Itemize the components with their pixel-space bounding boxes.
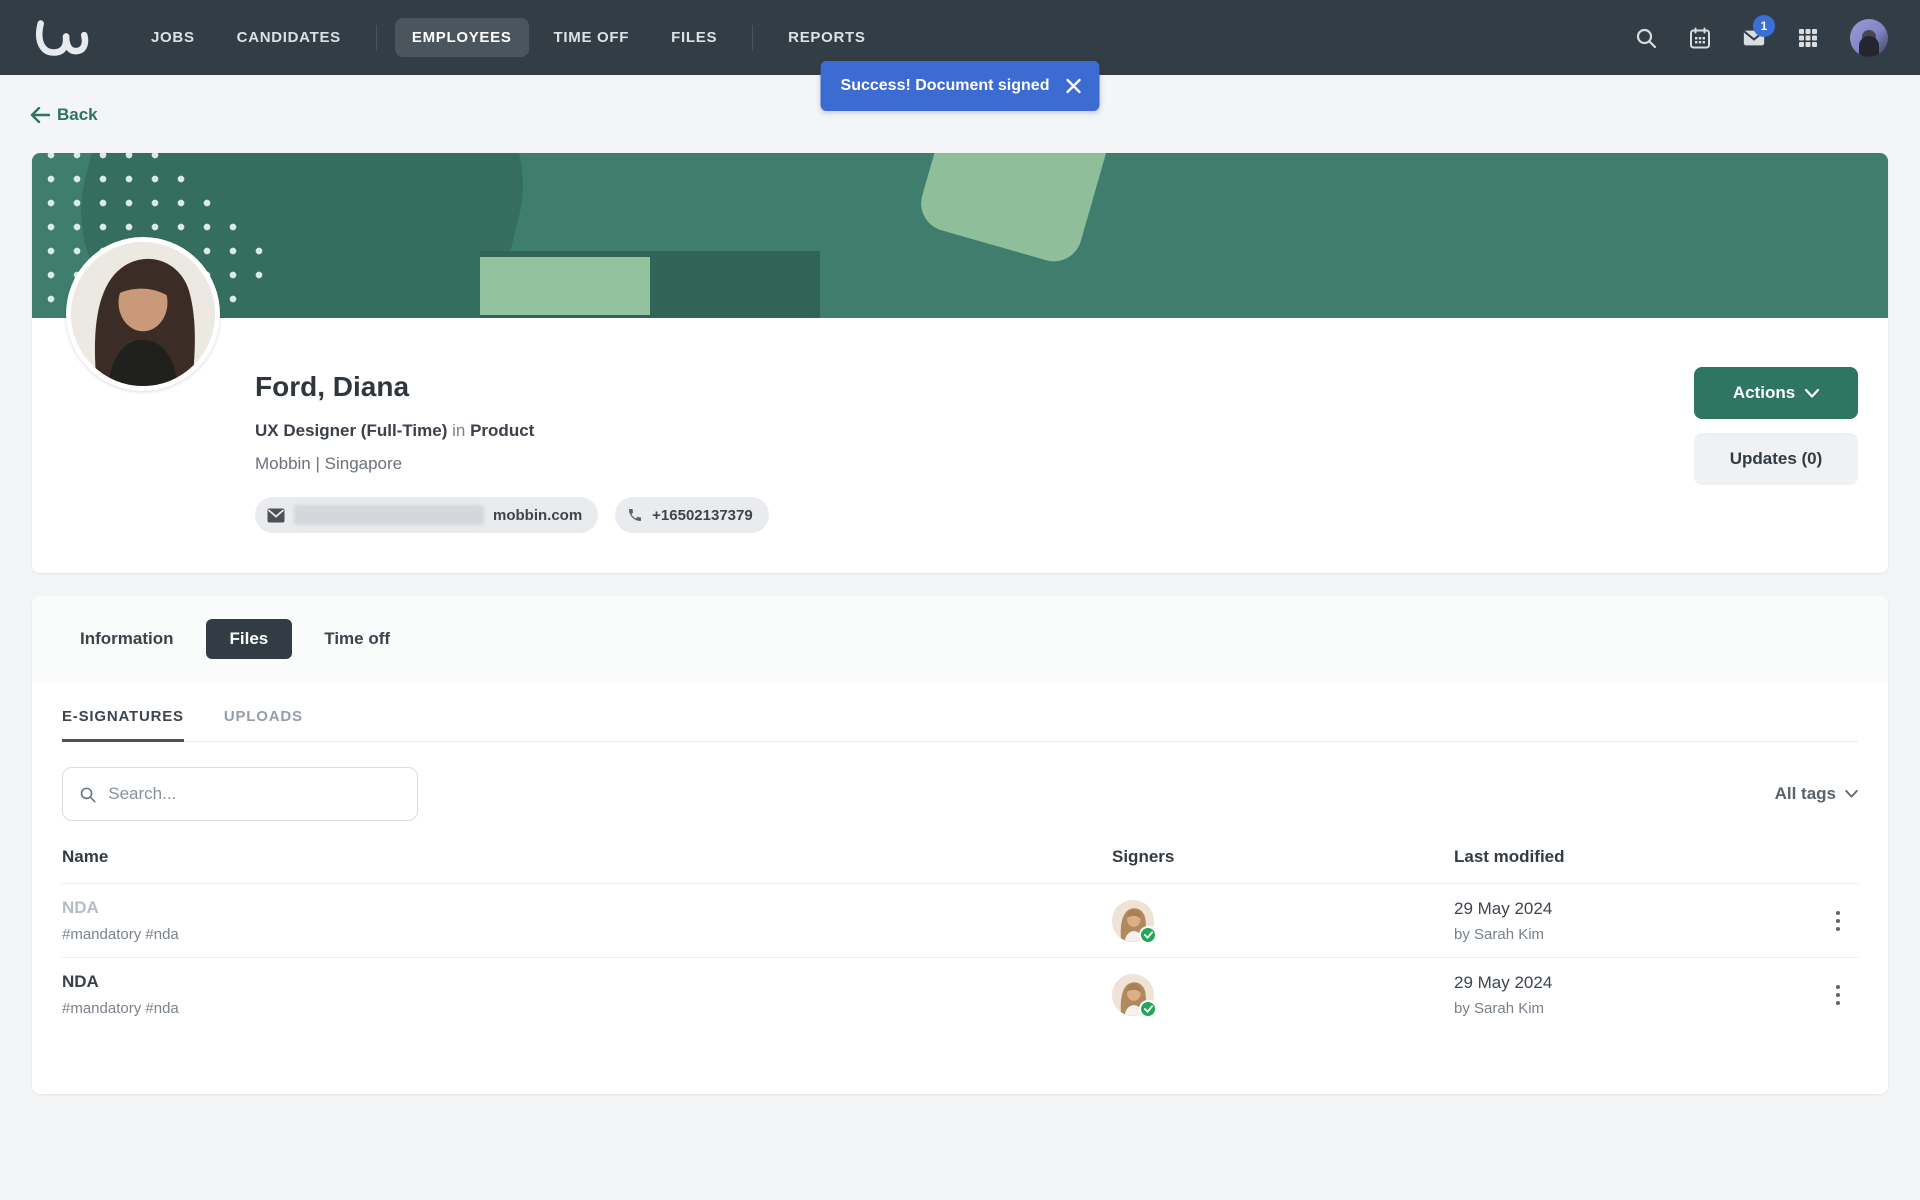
company-location: Mobbin | Singapore [255,454,403,473]
profile-card: Ford, Diana UX Designer (Full-Time) in P… [32,153,1888,573]
signer-avatar [1112,973,1157,1018]
actions-label: Actions [1732,383,1796,402]
modified-date: 29 May 2024 [1454,898,1553,918]
tab-time-off[interactable]: Time off [324,629,391,648]
signed-check-icon [1139,999,1157,1018]
apps-grid-icon[interactable] [1796,26,1820,50]
close-icon[interactable] [1065,78,1081,94]
signers-cell [1112,973,1454,1018]
profile-summary: Ford, Diana UX Designer (Full-Time) in P… [255,371,769,533]
back-link[interactable]: Back [30,105,98,125]
email-domain: mobbin.com [493,506,583,524]
filter-row: All tags [62,767,1858,821]
chevron-down-icon [1845,790,1858,798]
tab-information[interactable]: Information [80,629,174,648]
role-title: UX Designer (Full-Time) [255,421,448,440]
nav-item-files[interactable]: FILES [671,29,718,46]
nav-item-employees[interactable]: EMPLOYEES [394,18,529,57]
modified-date: 29 May 2024 [1454,972,1553,992]
document-cell: NDA #mandatory #nda [62,898,1112,943]
nav-utilities: 1 [1634,14,1888,57]
tags-filter-label: All tags [1774,784,1836,803]
signed-check-icon [1139,925,1157,944]
modified-by: by Sarah Kim [1454,999,1545,1017]
mail-icon[interactable]: 1 [1742,14,1775,50]
search-icon[interactable] [1634,26,1658,50]
column-name: Name [62,847,109,866]
tags-filter-dropdown[interactable]: All tags [1775,784,1858,804]
arrow-left-icon [30,107,50,123]
chevron-down-icon [1805,388,1820,398]
row-menu-kebab-icon[interactable] [1818,979,1858,1011]
document-tags: #mandatory #nda [62,926,179,943]
profile-banner [32,153,1888,318]
phone-icon [629,509,642,521]
banner-decoration [81,153,1108,318]
search-icon [80,787,96,802]
last-modified-cell: 29 May 2024 by Sarah Kim [1454,899,1818,943]
table-row[interactable]: NDA #mandatory #nda 29 May 2024 by Sarah… [62,958,1858,1031]
department: Product [470,421,535,440]
success-toast: Success! Document signed [820,61,1100,111]
column-signers: Signers [1112,847,1175,866]
tab-files[interactable]: Files [205,619,293,659]
search-input[interactable] [108,784,401,804]
nav-menu: JOBS CANDIDATES EMPLOYEES TIME OFF FILES… [134,18,883,57]
profile-tabs: Information Files Time off [32,596,1888,682]
files-subtabs: E-SIGNATURES UPLOADS [62,708,1858,742]
modified-by: by Sarah Kim [1454,925,1545,943]
profile-action-buttons: Actions Updates (0) [1694,367,1858,485]
files-card: Information Files Time off E-SIGNATURES … [32,596,1888,1094]
search-box [62,767,418,821]
updates-button[interactable]: Updates (0) [1694,433,1858,485]
email-chip[interactable]: mobbin.com [255,497,599,533]
employee-role: UX Designer (Full-Time) in Product [255,421,769,441]
document-name: NDA [62,898,99,917]
signers-cell [1112,899,1454,944]
contact-chips: mobbin.com +16502137379 [255,497,769,533]
column-last-modified: Last modified [1454,847,1565,866]
row-menu-kebab-icon[interactable] [1818,905,1858,937]
calendar-icon[interactable] [1688,26,1712,50]
signer-avatar [1112,899,1157,944]
document-name: NDA [62,972,99,991]
last-modified-cell: 29 May 2024 by Sarah Kim [1454,973,1818,1017]
document-tags: #mandatory #nda [62,1000,179,1017]
redacted-email [294,505,484,525]
role-connector: in [452,421,466,440]
nav-divider [375,24,377,51]
nav-item-reports[interactable]: REPORTS [788,29,866,46]
nav-item-time-off[interactable]: TIME OFF [553,29,630,46]
mail-badge: 1 [1753,14,1775,37]
user-avatar[interactable] [1850,18,1888,57]
nav-item-jobs[interactable]: JOBS [151,29,195,46]
table-header: Name Signers Last modified [62,847,1858,884]
nav-divider [752,24,754,51]
toast-message: Success! Document signed [840,77,1050,94]
phone-number: +16502137379 [652,506,753,524]
document-cell: NDA #mandatory #nda [62,972,1112,1017]
workable-logo[interactable] [32,16,90,60]
actions-button[interactable]: Actions [1694,367,1858,419]
envelope-icon [267,508,285,522]
updates-label: Updates (0) [1729,449,1823,468]
files-section: E-SIGNATURES UPLOADS All tags Name Signe… [32,682,1888,1094]
nav-item-candidates[interactable]: CANDIDATES [236,29,341,46]
table-row[interactable]: NDA #mandatory #nda 29 May 2024 by Sarah… [62,884,1858,958]
back-label: Back [57,105,98,124]
subtab-e-signatures[interactable]: E-SIGNATURES [62,708,184,742]
employee-name: Ford, Diana [255,371,410,402]
employee-photo [66,237,220,391]
phone-chip[interactable]: +16502137379 [615,497,769,533]
subtab-uploads[interactable]: UPLOADS [223,708,303,725]
